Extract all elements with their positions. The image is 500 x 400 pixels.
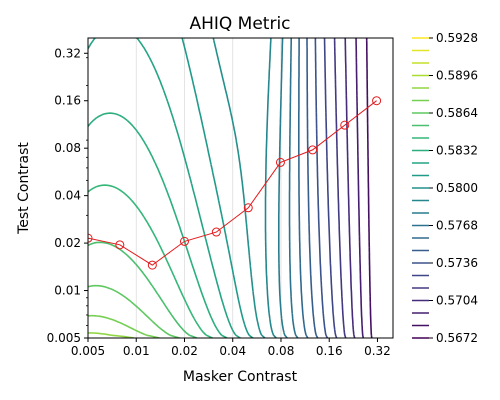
contour-line <box>278 38 288 338</box>
threshold-series <box>88 96 382 270</box>
colorbar-tick-label: 0.5672 <box>436 331 478 345</box>
contour-line <box>333 38 347 338</box>
threshold-point <box>88 233 93 243</box>
plot-frame <box>87 37 394 339</box>
x-tick-label: 0.08 <box>268 344 295 358</box>
y-tick-label: 0.08 <box>54 141 81 155</box>
x-tick-label: 0.32 <box>364 344 391 358</box>
x-tick-label: 0.04 <box>219 344 246 358</box>
contour-line <box>264 38 277 338</box>
colorbar-tick-label: 0.5800 <box>436 181 478 195</box>
x-tick-label: 0.005 <box>71 344 105 358</box>
plot-area <box>88 38 393 338</box>
contour-lines <box>88 38 373 338</box>
contour-line <box>365 38 373 338</box>
contour-line <box>344 38 356 338</box>
plot-background <box>88 38 393 338</box>
y-tick-label: 0.04 <box>54 189 81 203</box>
x-tick-label: 0.01 <box>123 344 150 358</box>
x-axis: 0.005 0.01 0.02 0.04 0.08 0.16 0.32 <box>71 338 391 358</box>
colorbar-tick-label: 0.5896 <box>436 69 478 83</box>
contour-line <box>306 38 319 338</box>
threshold-point <box>115 240 125 250</box>
contour-line <box>88 38 241 338</box>
contour-line <box>88 112 228 338</box>
contour-line <box>88 314 160 338</box>
contour-line <box>314 38 329 338</box>
x-tick-label: 0.16 <box>316 344 343 358</box>
contour-line <box>355 38 365 338</box>
colorbar-tick-label: 0.5928 <box>436 31 478 45</box>
threshold-point <box>340 120 350 130</box>
y-axis: 0.005 0.01 0.02 0.04 0.08 0.16 0.32 <box>47 46 88 345</box>
contour-line <box>288 38 299 338</box>
y-tick-label: 0.02 <box>54 236 81 250</box>
y-tick-label: 0.16 <box>54 94 81 108</box>
y-tick-label: 0.32 <box>54 46 81 60</box>
threshold-point <box>179 236 189 246</box>
colorbar-tick-label: 0.5768 <box>436 219 478 233</box>
threshold-point <box>275 157 285 167</box>
threshold-point <box>211 227 221 237</box>
threshold-point <box>308 145 318 155</box>
contour-line <box>88 284 180 338</box>
chart-title: AHIQ Metric <box>189 14 290 34</box>
threshold-point <box>147 260 157 270</box>
contour-line <box>212 38 266 338</box>
threshold-point <box>243 203 253 213</box>
colorbar-tick-label: 0.5736 <box>436 256 478 270</box>
x-tick-label: 0.02 <box>171 344 198 358</box>
contour-line <box>88 184 213 338</box>
colorbar: 0.5672 0.5704 0.5736 0.5768 0.5800 0.5832 0.58… <box>412 31 478 345</box>
y-tick-label: 0.01 <box>54 284 81 298</box>
threshold-point <box>372 96 382 106</box>
contour-line <box>181 38 254 338</box>
contour-line <box>88 241 198 338</box>
colorbar-tick-label: 0.5704 <box>436 294 478 308</box>
contour-line <box>323 38 338 338</box>
x-axis-label: Masker Contrast <box>183 369 298 385</box>
threshold-line <box>88 100 377 266</box>
contour-line <box>298 38 309 338</box>
y-tick-label: 0.005 <box>47 331 81 345</box>
colorbar-tick-label: 0.5864 <box>436 106 478 120</box>
colorbar-tick-label: 0.5832 <box>436 144 478 158</box>
y-axis-label: Test Contrast <box>16 142 32 235</box>
